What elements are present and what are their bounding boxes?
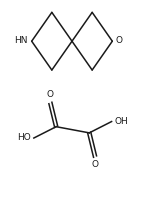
Text: O: O — [47, 90, 54, 99]
Text: O: O — [92, 160, 98, 169]
Text: OH: OH — [114, 117, 128, 126]
Text: HO: HO — [18, 133, 31, 142]
Text: O: O — [115, 36, 123, 45]
Text: HN: HN — [15, 36, 28, 45]
